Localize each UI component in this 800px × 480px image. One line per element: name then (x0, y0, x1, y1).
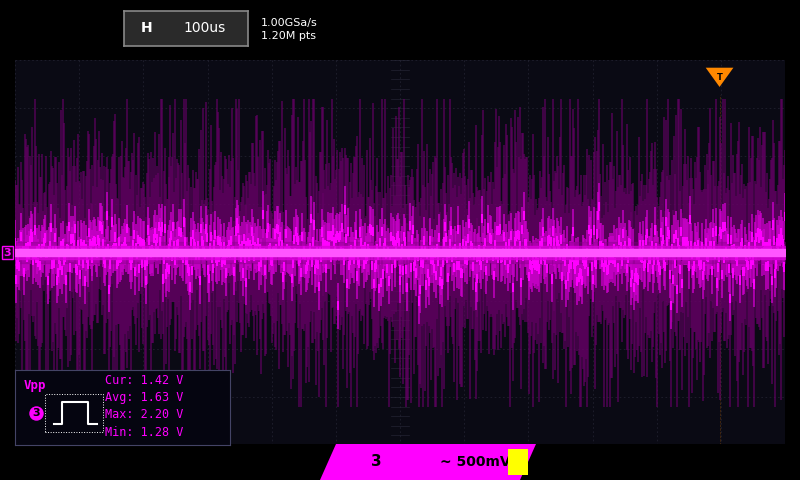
Text: 3: 3 (3, 248, 11, 257)
Bar (508, 449, 528, 475)
Bar (45, 394, 103, 432)
Text: Vpp: Vpp (24, 379, 46, 392)
Text: 1.00GSa/s: 1.00GSa/s (261, 18, 318, 28)
Polygon shape (706, 68, 734, 87)
Text: T: T (717, 73, 722, 82)
Text: 3: 3 (370, 455, 382, 469)
Polygon shape (320, 444, 536, 480)
Text: ~ 500mV: ~ 500mV (440, 455, 510, 469)
Text: 3: 3 (33, 408, 40, 419)
Text: Max: 2.20 V: Max: 2.20 V (106, 408, 184, 421)
Text: H: H (141, 21, 152, 36)
Text: 100us: 100us (183, 21, 226, 36)
Text: Min: 1.28 V: Min: 1.28 V (106, 425, 184, 439)
Text: Avg: 1.63 V: Avg: 1.63 V (106, 391, 184, 404)
Text: Cur: 1.42 V: Cur: 1.42 V (106, 374, 184, 387)
Text: 1.20M pts: 1.20M pts (261, 32, 316, 41)
